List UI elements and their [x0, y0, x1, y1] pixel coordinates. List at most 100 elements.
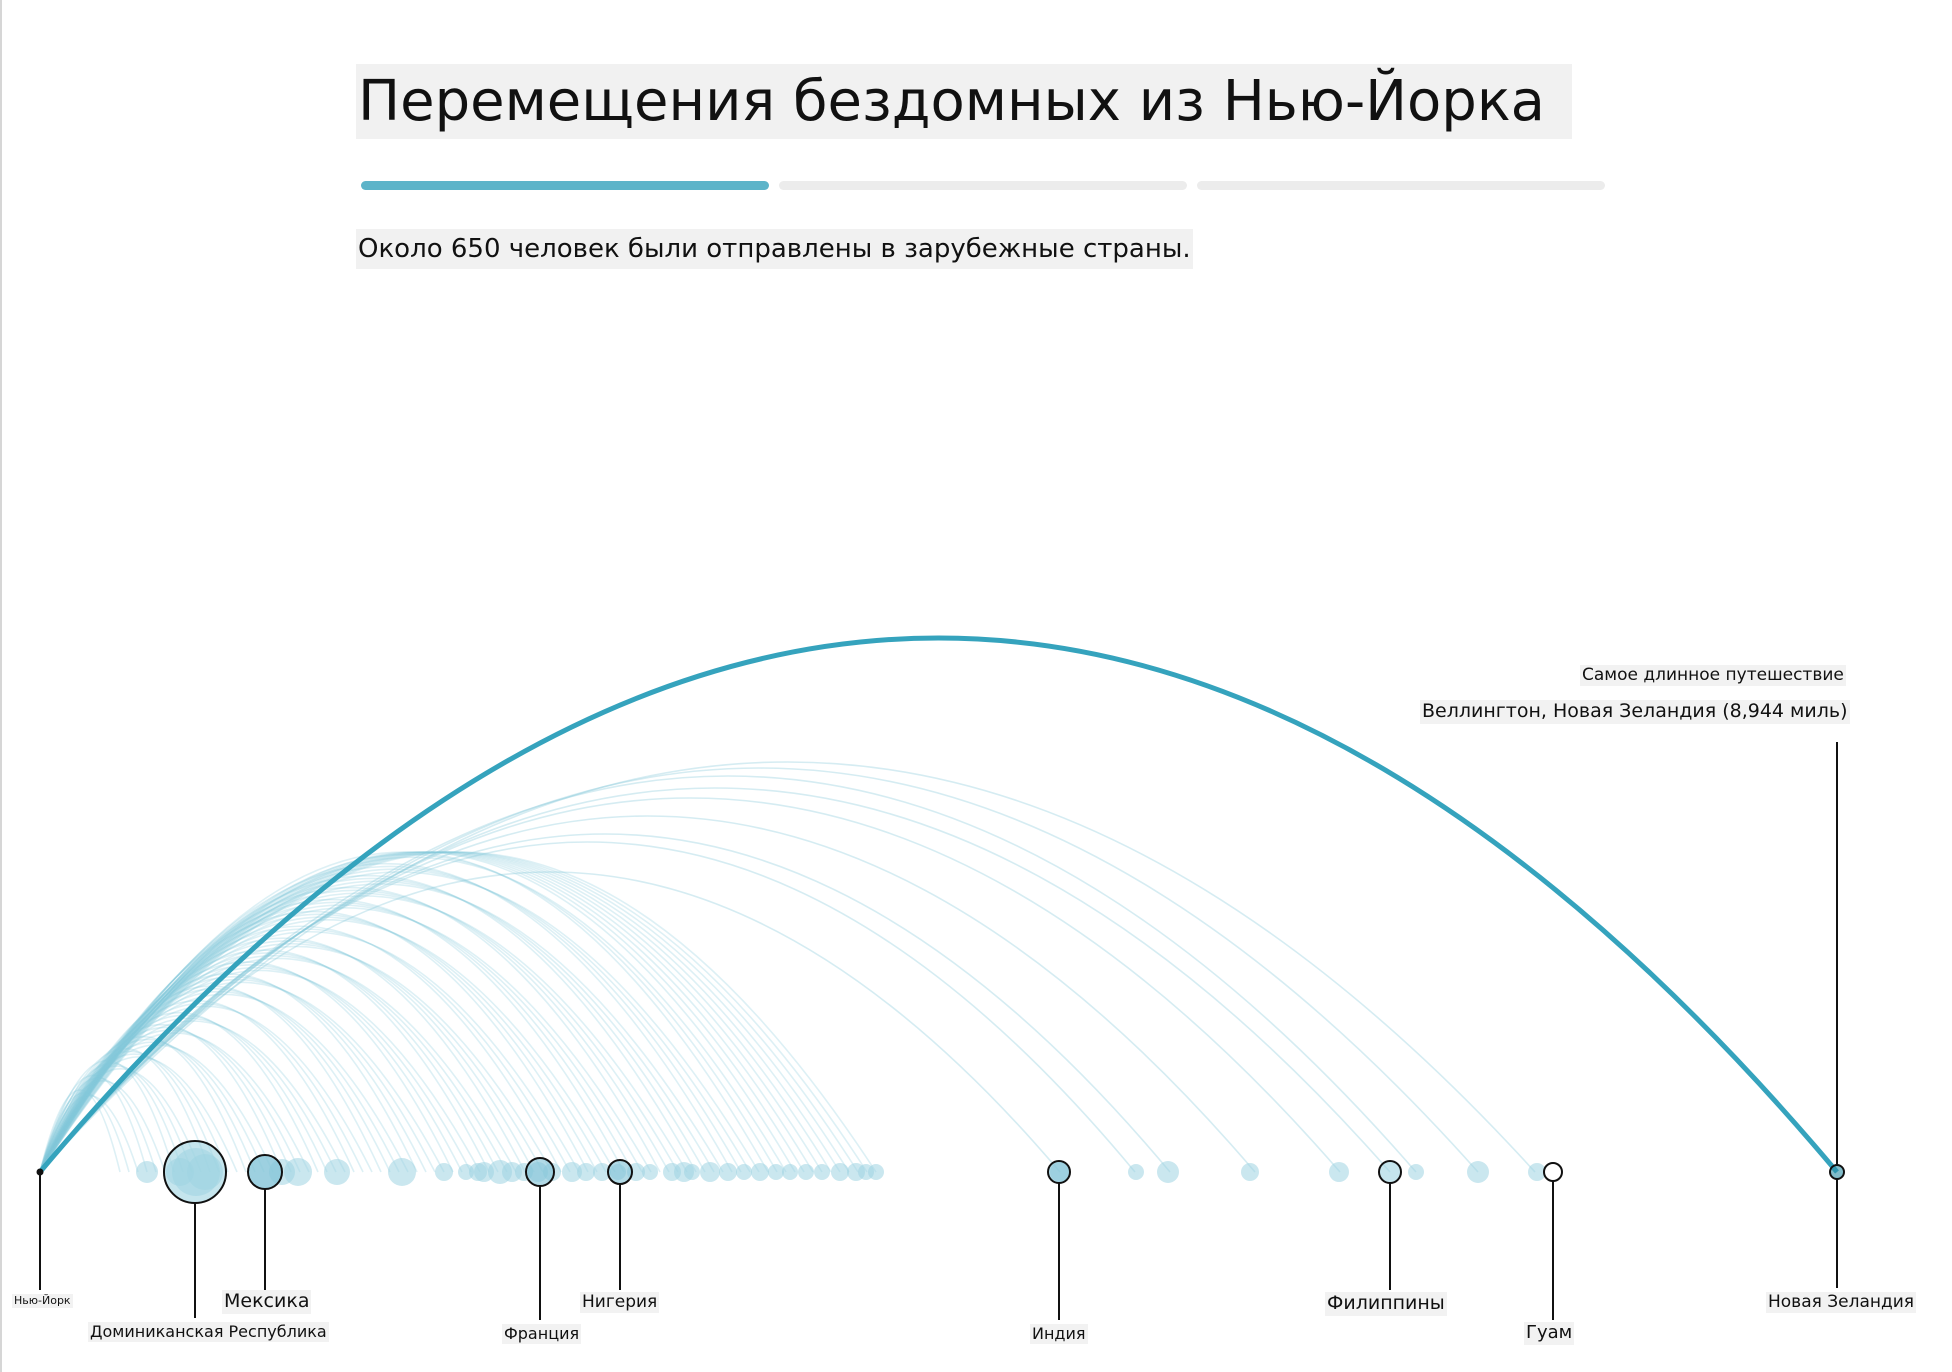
- destination-dots-group: [136, 1148, 1546, 1196]
- destination-dot[interactable]: [684, 1164, 700, 1180]
- label-dominican-republic[interactable]: Доминиканская Республика: [88, 1322, 329, 1342]
- trip-arc: [39, 1053, 229, 1173]
- label-philippines[interactable]: Филиппины: [1325, 1292, 1447, 1316]
- progress-step-2[interactable]: [779, 181, 1187, 190]
- highlighted-destination-ring[interactable]: [1829, 1164, 1845, 1180]
- highlighted-destination-ring[interactable]: [1543, 1162, 1563, 1182]
- destination-dot[interactable]: [1157, 1161, 1179, 1183]
- trip-arc: [39, 1060, 175, 1173]
- left-border: [0, 0, 2, 1372]
- label-guam[interactable]: Гуам: [1524, 1322, 1575, 1345]
- destination-dot[interactable]: [782, 1164, 798, 1180]
- trip-arc: [39, 919, 616, 1173]
- trip-arc: [39, 925, 562, 1173]
- trip-arc: [39, 851, 868, 1173]
- highlighted-destination-ring[interactable]: [1378, 1160, 1402, 1184]
- trip-arc: [39, 1017, 337, 1173]
- destination-dot[interactable]: [388, 1158, 416, 1186]
- trip-arc: [39, 851, 814, 1173]
- trip-arc: [39, 993, 409, 1173]
- trip-arc: [39, 874, 697, 1173]
- highlighted-destination-ring[interactable]: [607, 1159, 633, 1185]
- destination-dot[interactable]: [768, 1164, 784, 1180]
- trip-arc: [39, 877, 706, 1173]
- destination-dot[interactable]: [1329, 1162, 1349, 1182]
- destination-dot[interactable]: [284, 1158, 312, 1186]
- trip-arc: [39, 865, 742, 1173]
- trip-arc: [39, 1065, 193, 1173]
- destination-dot[interactable]: [1467, 1161, 1489, 1183]
- destination-dot[interactable]: [831, 1163, 849, 1181]
- trip-arc: [39, 937, 526, 1173]
- trip-arc: [39, 851, 769, 1173]
- trip-arc: [39, 1091, 130, 1173]
- highlighted-destination-ring[interactable]: [247, 1154, 283, 1190]
- destination-dot[interactable]: [474, 1162, 494, 1182]
- destination-dot[interactable]: [136, 1161, 158, 1183]
- trip-arc: [39, 1024, 283, 1173]
- trip-arc: [39, 1074, 148, 1173]
- label-france[interactable]: Франция: [502, 1324, 582, 1344]
- origin-label: Нью-Йорк: [12, 1294, 73, 1308]
- annotation-detail: Веллингтон, Новая Зеландия (8,944 миль): [1420, 700, 1850, 724]
- destination-dot[interactable]: [562, 1162, 582, 1182]
- highlighted-destination-ring[interactable]: [163, 1140, 227, 1204]
- label-nigeria[interactable]: Нигерия: [580, 1292, 660, 1314]
- progress-step-3[interactable]: [1197, 181, 1605, 190]
- trip-arc: [39, 863, 733, 1173]
- trip-arc: [39, 1089, 121, 1173]
- trip-arc: [39, 1002, 364, 1173]
- trip-arc: [39, 949, 490, 1173]
- trip-arc: [39, 767, 1479, 1173]
- trip-arc: [39, 961, 454, 1173]
- trip-arc: [39, 797, 1341, 1173]
- trip-arc: [39, 851, 877, 1173]
- trip-arc: [39, 851, 850, 1173]
- trip-arc: [39, 913, 598, 1173]
- label-mexico[interactable]: Мексика: [222, 1290, 312, 1314]
- destination-dot[interactable]: [435, 1163, 453, 1181]
- highlighted-destination-ring[interactable]: [525, 1157, 555, 1187]
- trip-arc: [39, 853, 778, 1173]
- destination-dot[interactable]: [642, 1164, 658, 1180]
- trip-arc: [39, 1068, 202, 1173]
- destination-dot[interactable]: [751, 1163, 769, 1181]
- label-new-zealand[interactable]: Новая Зеландия: [1766, 1292, 1917, 1314]
- destination-dot[interactable]: [1528, 1163, 1546, 1181]
- trip-arc: [39, 851, 841, 1173]
- progress-step-1[interactable]: [361, 181, 769, 190]
- trip-arc: [39, 895, 688, 1173]
- destination-dot[interactable]: [736, 1164, 752, 1180]
- highlighted-destination-ring[interactable]: [1047, 1160, 1071, 1184]
- trip-arc: [39, 981, 445, 1173]
- destination-dot[interactable]: [719, 1163, 737, 1181]
- trip-arc: [39, 1050, 220, 1173]
- destination-dot[interactable]: [1241, 1163, 1259, 1181]
- destination-dot[interactable]: [577, 1163, 595, 1181]
- trip-arc: [39, 871, 1061, 1173]
- destination-dot[interactable]: [1408, 1164, 1424, 1180]
- trip-arc: [39, 979, 436, 1173]
- trip-arc: [39, 1077, 157, 1173]
- destination-dot[interactable]: [868, 1164, 884, 1180]
- trip-arc: [39, 1032, 310, 1173]
- destination-dot[interactable]: [700, 1162, 720, 1182]
- destination-dot[interactable]: [798, 1164, 814, 1180]
- trip-arc: [39, 1056, 238, 1173]
- trip-arc: [39, 851, 823, 1173]
- trip-arc: [39, 889, 670, 1173]
- label-india[interactable]: Индия: [1030, 1324, 1088, 1344]
- trip-arc: [39, 1011, 319, 1173]
- trip-arc: [39, 955, 508, 1173]
- trip-arc: [39, 942, 544, 1173]
- trip-arcs-group: [39, 761, 1536, 1173]
- trip-arc: [39, 940, 535, 1173]
- trip-arc: [39, 851, 859, 1173]
- trip-arc: [39, 787, 1391, 1173]
- trip-arc: [39, 976, 427, 1173]
- destination-dot[interactable]: [593, 1163, 611, 1181]
- destination-dot[interactable]: [814, 1164, 830, 1180]
- destination-dot[interactable]: [324, 1159, 350, 1185]
- destination-dot[interactable]: [1128, 1164, 1144, 1180]
- trip-arc: [39, 910, 589, 1173]
